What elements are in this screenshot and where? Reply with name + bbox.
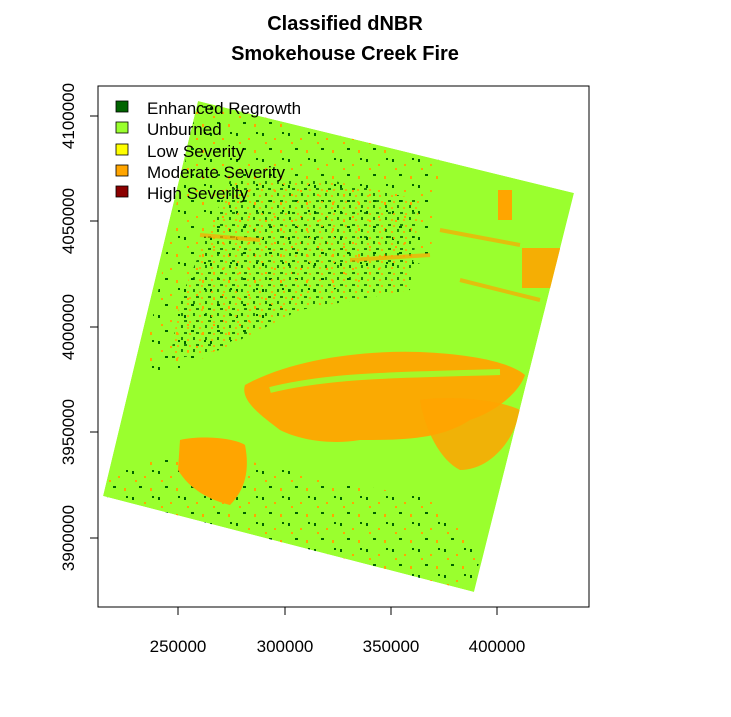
- y-tick-label: 4100000: [59, 83, 78, 149]
- moderate-severity-east-block: [522, 248, 560, 288]
- x-tick-label: 400000: [469, 637, 526, 656]
- title-line-1: Classified dNBR: [267, 13, 423, 35]
- moderate-severity-streaks: [199, 228, 541, 302]
- x-tick-label: 250000: [150, 637, 207, 656]
- y-axis: 3900000 3950000 4000000 4050000 4100000: [59, 83, 99, 571]
- y-tick-label: 3950000: [59, 399, 78, 465]
- legend-label-unburned: Unburned: [147, 120, 222, 139]
- legend-label-low-severity: Low Severity: [147, 142, 245, 161]
- title-line-2: Smokehouse Creek Fire: [231, 43, 459, 65]
- legend-swatch-low-severity: [115, 143, 129, 156]
- legend-swatch-unburned: [115, 121, 129, 134]
- moderate-severity-northeast-strip: [498, 190, 512, 220]
- y-tick-label: 4050000: [59, 188, 78, 254]
- classified-raster: [103, 101, 574, 592]
- x-tick-label: 350000: [363, 637, 420, 656]
- legend-swatch-high-severity: [115, 185, 129, 198]
- y-tick-label: 4000000: [59, 294, 78, 360]
- legend: Enhanced Regrowth Unburned Low Severity …: [115, 99, 301, 203]
- x-axis: 250000 300000 350000 400000: [150, 606, 526, 656]
- y-tick-label: 3900000: [59, 505, 78, 571]
- legend-label-enhanced-regrowth: Enhanced Regrowth: [147, 99, 301, 118]
- moderate-severity-east-lobe: [420, 398, 520, 470]
- legend-swatch-enhanced-regrowth: [115, 100, 129, 113]
- speckle-zone-dense: [170, 180, 420, 360]
- unburned-strip-central: [269, 369, 501, 393]
- moderate-severity-southwest: [178, 437, 247, 505]
- legend-swatch-moderate-severity: [115, 164, 129, 177]
- legend-label-high-severity: High Severity: [147, 184, 249, 203]
- legend-label-moderate-severity: Moderate Severity: [147, 163, 285, 182]
- x-tick-label: 300000: [257, 637, 314, 656]
